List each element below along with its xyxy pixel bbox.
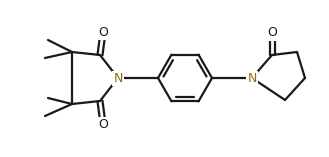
Text: O: O — [267, 27, 277, 40]
Text: O: O — [98, 117, 108, 130]
Text: O: O — [98, 25, 108, 38]
Text: N: N — [113, 71, 123, 84]
Text: N: N — [247, 71, 257, 84]
